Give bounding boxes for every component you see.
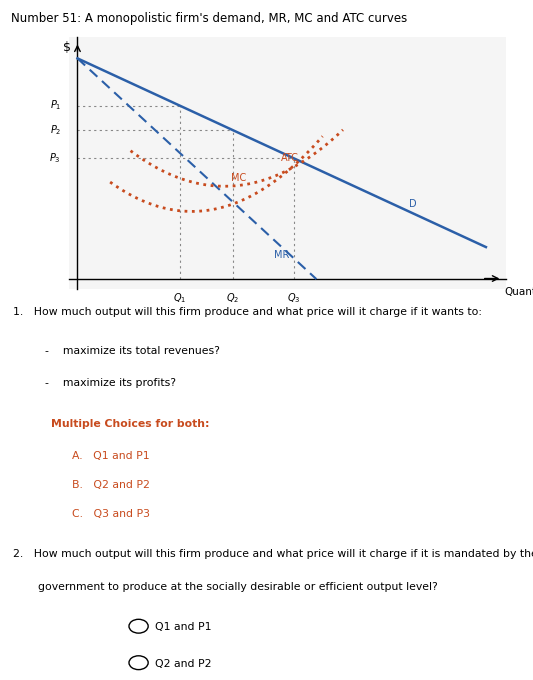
Text: B.   Q2 and P2: B. Q2 and P2 xyxy=(72,480,150,490)
Text: $P_1$: $P_1$ xyxy=(50,99,61,112)
Text: Q2 and P2: Q2 and P2 xyxy=(155,659,211,669)
Text: 2.   How much output will this firm produce and what price will it charge if it : 2. How much output will this firm produc… xyxy=(13,549,533,560)
Text: C.   Q3 and P3: C. Q3 and P3 xyxy=(72,509,150,519)
Text: $: $ xyxy=(63,41,71,54)
Text: D: D xyxy=(409,199,416,209)
Text: Number 51: A monopolistic firm's demand, MR, MC and ATC curves: Number 51: A monopolistic firm's demand,… xyxy=(11,12,407,24)
Text: Q1 and P1: Q1 and P1 xyxy=(155,622,211,632)
Text: $Q_2$: $Q_2$ xyxy=(226,291,239,305)
Text: MC: MC xyxy=(231,173,246,183)
Text: government to produce at the socially desirable or efficient output level?: government to produce at the socially de… xyxy=(38,582,438,592)
Text: Multiple Choices for both:: Multiple Choices for both: xyxy=(51,419,209,429)
Text: $P_2$: $P_2$ xyxy=(50,123,61,137)
Text: A.   Q1 and P1: A. Q1 and P1 xyxy=(72,452,150,462)
Text: ATC: ATC xyxy=(281,153,299,163)
Text: $Q_1$: $Q_1$ xyxy=(173,291,186,305)
Text: $P_3$: $P_3$ xyxy=(50,152,61,165)
Text: MR: MR xyxy=(274,250,289,260)
Text: $Q_3$: $Q_3$ xyxy=(287,291,301,305)
Text: -    maximize its total revenues?: - maximize its total revenues? xyxy=(45,345,220,356)
Text: -    maximize its profits?: - maximize its profits? xyxy=(45,378,176,388)
Text: 1.   How much output will this firm produce and what price will it charge if it : 1. How much output will this firm produc… xyxy=(13,307,482,318)
Text: Quantity: Quantity xyxy=(504,287,533,297)
